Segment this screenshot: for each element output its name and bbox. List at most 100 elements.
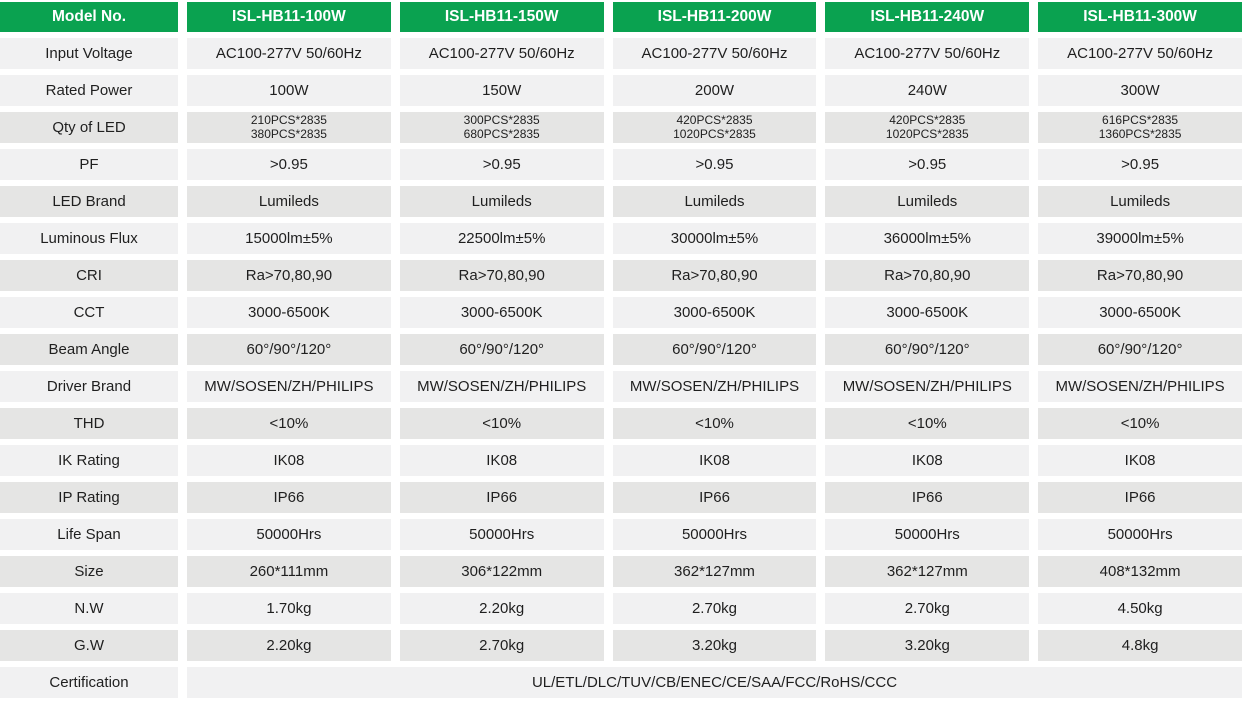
spec-cell: 2.70kg: [825, 593, 1030, 624]
spec-cell: 260*111mm: [187, 556, 391, 587]
spec-cell: 100W: [187, 75, 391, 106]
spec-cell: 2.70kg: [612, 593, 817, 624]
spec-cell: Ra>70,80,90: [1038, 260, 1242, 291]
spec-cell: 50000Hrs: [399, 519, 604, 550]
spec-cell: 50000Hrs: [825, 519, 1030, 550]
spec-cell: IK08: [399, 445, 604, 476]
spec-cell: 36000lm±5%: [825, 223, 1030, 254]
spec-cell: 1.70kg: [187, 593, 391, 624]
spec-cell: <10%: [825, 408, 1030, 439]
spec-cell: AC100-277V 50/60Hz: [187, 38, 391, 69]
spec-cell: AC100-277V 50/60Hz: [825, 38, 1030, 69]
spec-cell: Lumileds: [1038, 186, 1242, 217]
spec-cell: 420PCS*2835 1020PCS*2835: [612, 112, 817, 143]
spec-cell: 3.20kg: [825, 630, 1030, 661]
spec-cell: IP66: [825, 482, 1030, 513]
spec-cell: Ra>70,80,90: [399, 260, 604, 291]
spec-cell: IP66: [1038, 482, 1242, 513]
spec-cell: >0.95: [1038, 149, 1242, 180]
spec-cell: 4.50kg: [1038, 593, 1242, 624]
spec-cell: 2.20kg: [187, 630, 391, 661]
certification-value: UL/ETL/DLC/TUV/CB/ENEC/CE/SAA/FCC/RoHS/C…: [187, 667, 1242, 698]
spec-cell: AC100-277V 50/60Hz: [399, 38, 604, 69]
spec-cell: Lumileds: [612, 186, 817, 217]
spec-cell: >0.95: [612, 149, 817, 180]
row-label-cri: CRI: [0, 260, 178, 291]
row-label-luminous-flux: Luminous Flux: [0, 223, 178, 254]
spec-cell: 15000lm±5%: [187, 223, 391, 254]
spec-cell: Lumileds: [399, 186, 604, 217]
spec-cell: MW/SOSEN/ZH/PHILIPS: [399, 371, 604, 402]
spec-cell: 362*127mm: [612, 556, 817, 587]
spec-cell: 300W: [1038, 75, 1242, 106]
spec-cell: IP66: [399, 482, 604, 513]
column-header-model-300w: ISL-HB11-300W: [1038, 2, 1242, 32]
spec-cell: IK08: [612, 445, 817, 476]
row-label-cct: CCT: [0, 297, 178, 328]
spec-cell: 60°/90°/120°: [1038, 334, 1242, 365]
spec-cell: 420PCS*2835 1020PCS*2835: [825, 112, 1030, 143]
spec-cell: 39000lm±5%: [1038, 223, 1242, 254]
column-header-model-240w: ISL-HB11-240W: [825, 2, 1030, 32]
row-label-pf: PF: [0, 149, 178, 180]
column-header-model-100w: ISL-HB11-100W: [187, 2, 391, 32]
spec-cell: AC100-277V 50/60Hz: [612, 38, 817, 69]
row-label-life-span: Life Span: [0, 519, 178, 550]
spec-cell: MW/SOSEN/ZH/PHILIPS: [1038, 371, 1242, 402]
spec-cell: 60°/90°/120°: [187, 334, 391, 365]
spec-cell: IK08: [1038, 445, 1242, 476]
spec-cell: Lumileds: [825, 186, 1030, 217]
row-label-thd: THD: [0, 408, 178, 439]
spec-cell: Ra>70,80,90: [612, 260, 817, 291]
spec-cell: 60°/90°/120°: [825, 334, 1030, 365]
spec-cell: 3000-6500K: [399, 297, 604, 328]
spec-cell: IP66: [187, 482, 391, 513]
spec-cell: 50000Hrs: [1038, 519, 1242, 550]
row-label-led-brand: LED Brand: [0, 186, 178, 217]
column-header-model-200w: ISL-HB11-200W: [612, 2, 817, 32]
row-label-qty-of-led: Qty of LED: [0, 112, 178, 143]
row-label-input-voltage: Input Voltage: [0, 38, 178, 69]
spec-cell: <10%: [399, 408, 604, 439]
spec-cell: 60°/90°/120°: [612, 334, 817, 365]
spec-cell: 616PCS*2835 1360PCS*2835: [1038, 112, 1242, 143]
spec-cell: 22500lm±5%: [399, 223, 604, 254]
row-label-net-weight: N.W: [0, 593, 178, 624]
row-label-gross-weight: G.W: [0, 630, 178, 661]
column-header-model-150w: ISL-HB11-150W: [399, 2, 604, 32]
spec-cell: MW/SOSEN/ZH/PHILIPS: [612, 371, 817, 402]
spec-cell: IK08: [825, 445, 1030, 476]
row-label-beam-angle: Beam Angle: [0, 334, 178, 365]
spec-cell: 4.8kg: [1038, 630, 1242, 661]
spec-cell: AC100-277V 50/60Hz: [1038, 38, 1242, 69]
spec-cell: 3000-6500K: [825, 297, 1030, 328]
spec-cell: 408*132mm: [1038, 556, 1242, 587]
spec-cell: 50000Hrs: [612, 519, 817, 550]
spec-cell: >0.95: [399, 149, 604, 180]
spec-cell: IK08: [187, 445, 391, 476]
row-label-driver-brand: Driver Brand: [0, 371, 178, 402]
spec-cell: 2.20kg: [399, 593, 604, 624]
spec-cell: <10%: [1038, 408, 1242, 439]
spec-cell: Ra>70,80,90: [187, 260, 391, 291]
spec-cell: IP66: [612, 482, 817, 513]
column-header-model-no: Model No.: [0, 2, 178, 32]
spec-cell: >0.95: [825, 149, 1030, 180]
spec-cell: 3000-6500K: [1038, 297, 1242, 328]
spec-cell: MW/SOSEN/ZH/PHILIPS: [187, 371, 391, 402]
spec-cell: 240W: [825, 75, 1030, 106]
spec-cell: <10%: [612, 408, 817, 439]
spec-cell: 150W: [399, 75, 604, 106]
spec-cell: 362*127mm: [825, 556, 1030, 587]
spec-cell: 210PCS*2835 380PCS*2835: [187, 112, 391, 143]
row-label-size: Size: [0, 556, 178, 587]
spec-cell: >0.95: [187, 149, 391, 180]
spec-cell: <10%: [187, 408, 391, 439]
row-label-ik-rating: IK Rating: [0, 445, 178, 476]
spec-cell: 3000-6500K: [187, 297, 391, 328]
spec-cell: 300PCS*2835 680PCS*2835: [399, 112, 604, 143]
row-label-ip-rating: IP Rating: [0, 482, 178, 513]
spec-cell: 3.20kg: [612, 630, 817, 661]
row-label-certification: Certification: [0, 667, 178, 698]
